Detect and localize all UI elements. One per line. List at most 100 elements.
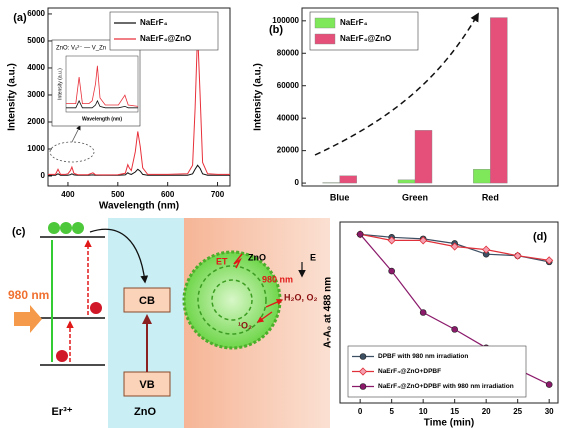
marker	[419, 236, 428, 245]
panel-label: (c)	[12, 226, 26, 238]
legend-marker	[359, 383, 367, 390]
y-tick-label: 2000	[27, 117, 45, 126]
marker	[545, 381, 553, 388]
host-label: ZnO	[134, 406, 156, 418]
field-label: E	[310, 252, 316, 262]
reactants-label: H₂O, O₂	[284, 292, 318, 302]
axes-frame	[301, 7, 559, 187]
panel-label: (b)	[269, 24, 283, 36]
x-tick-label: 30	[545, 407, 554, 416]
cb-box	[123, 287, 171, 313]
nanoparticle-ring	[197, 265, 267, 335]
nanoparticle-ring	[211, 279, 253, 321]
y-tick-label: 20000	[277, 146, 300, 155]
x-tick-label: 0	[358, 407, 363, 416]
marker	[419, 309, 427, 316]
inset-line	[66, 65, 139, 107]
y-tick-label: 6000	[27, 9, 45, 18]
y-tick-label: 1000	[27, 144, 45, 153]
legend-marker	[358, 367, 368, 376]
zoom-arrow	[71, 125, 81, 143]
panel-label: (d)	[533, 231, 547, 243]
trend-arrow	[314, 12, 479, 156]
series-line	[48, 164, 230, 176]
y-tick-label: 5000	[27, 36, 45, 45]
y-axis-label: Intensity (a.u.)	[253, 63, 264, 131]
electron	[60, 222, 72, 234]
marker	[451, 326, 458, 333]
inset-line	[66, 99, 138, 109]
panel-label: (a)	[13, 12, 27, 24]
inset-x-label: Wavelength (nm)	[82, 116, 122, 122]
x-tick-label: 10	[419, 407, 428, 416]
x-tick-label: 700	[211, 190, 225, 199]
laser-bolt	[233, 253, 243, 269]
x-tick-label: 5	[389, 407, 394, 416]
vb-label: VB	[139, 379, 154, 391]
transfer-arrow	[89, 228, 149, 284]
x-axis-label: Time (min)	[424, 418, 474, 428]
surface-label: ZnO	[248, 252, 266, 262]
reaction-arrow	[256, 311, 273, 323]
bar	[339, 175, 357, 184]
ion-label: Er³⁺	[51, 406, 72, 418]
legend-frame	[347, 345, 527, 398]
legend-label: NaErF₄@ZnO+DPBF with 980 nm irradiation	[378, 383, 514, 390]
x-tick-label: 600	[161, 190, 175, 199]
electron	[56, 350, 68, 362]
legend-label: NaErF₄@ZnO	[340, 34, 391, 43]
inset-annotation: ZnO: Vₒ²⁻ — V_Zn	[56, 46, 106, 52]
legend-swatch	[314, 33, 336, 45]
cb-label: CB	[139, 295, 155, 307]
x-axis-label: Wavelength (nm)	[99, 201, 179, 212]
excitation-label: 980 nm	[8, 288, 49, 302]
bar	[473, 169, 491, 184]
x-tick-label: 500	[111, 190, 125, 199]
laser-arrow	[14, 305, 42, 333]
bar	[414, 130, 433, 184]
product-label: ¹O₂	[238, 320, 252, 330]
x-tick-label: Green	[402, 192, 428, 202]
transfer-label: ET	[216, 256, 228, 266]
legend-marker	[359, 353, 367, 360]
legend-label: NaErF₄	[140, 18, 168, 27]
marker	[387, 236, 396, 245]
legend-label: NaErF₄@ZnO	[140, 34, 191, 43]
series-line	[48, 31, 230, 176]
y-tick-label: 100000	[272, 16, 299, 25]
bar	[490, 17, 508, 184]
y-axis-label: A-A₀ at 488 nm	[323, 277, 334, 348]
axes-frame	[339, 221, 559, 404]
legend-swatch	[314, 17, 336, 29]
electron	[72, 222, 84, 234]
inset-axes	[65, 55, 139, 113]
y-tick-label: 4000	[27, 63, 45, 72]
y-tick-label: 0	[41, 171, 46, 180]
marker	[513, 251, 522, 260]
x-tick-label: 15	[450, 407, 459, 416]
y-tick-label: 3000	[27, 90, 45, 99]
legend-label: NaErF₄@ZnO+DPBF	[378, 368, 441, 375]
electron	[48, 222, 60, 234]
y-tick-label: 40000	[277, 113, 300, 122]
y-tick-label: 0	[295, 178, 300, 187]
marker	[450, 242, 459, 251]
vb-box	[123, 371, 171, 397]
marker	[545, 256, 554, 265]
x-tick-label: 20	[482, 407, 491, 416]
legend-label: NaErF₄	[340, 18, 368, 27]
marker	[388, 267, 395, 275]
electron	[90, 302, 102, 314]
x-tick-label: Red	[482, 192, 499, 202]
laser-label: 980 nm	[262, 274, 293, 284]
legend-frame	[109, 11, 219, 51]
zoom-ellipse	[49, 141, 95, 163]
inset-y-label: Intensity (a.u.)	[57, 68, 63, 100]
x-tick-label: 25	[513, 407, 522, 416]
y-tick-label: 60000	[277, 81, 300, 90]
bar	[397, 179, 416, 184]
marker	[482, 245, 491, 254]
x-tick-label: Blue	[330, 192, 350, 202]
reaction-arrow	[265, 299, 284, 308]
